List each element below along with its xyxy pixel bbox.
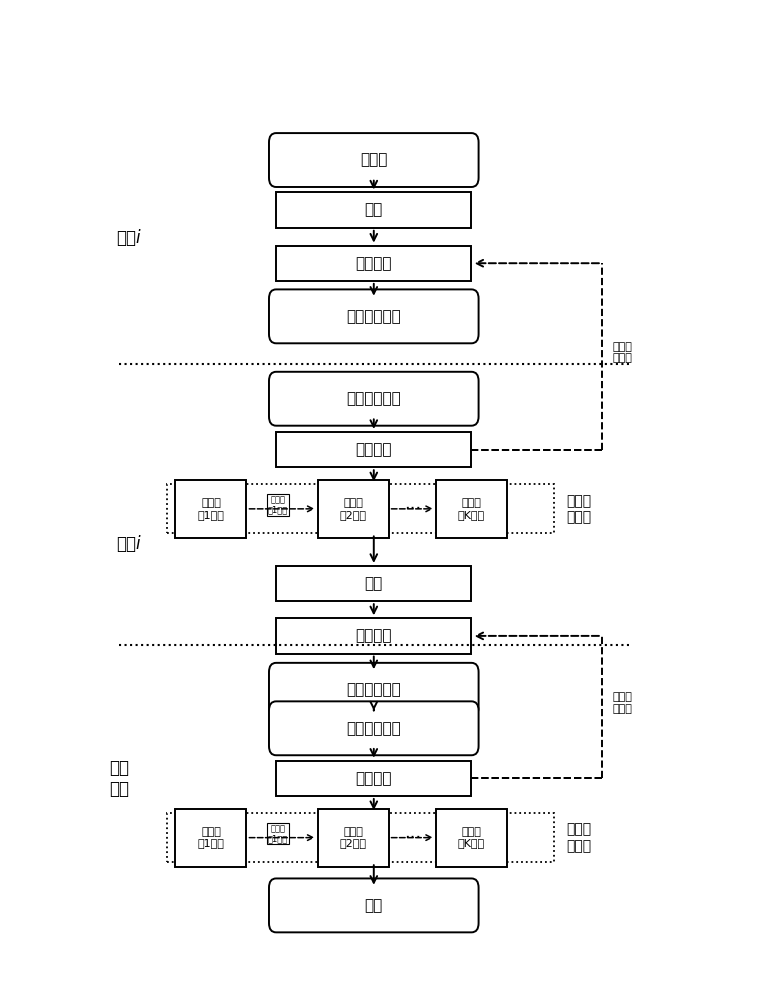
Text: 光学天线接收: 光学天线接收 [346,721,401,736]
Text: 射频天线接收: 射频天线接收 [346,391,401,406]
Bar [276,566,471,601]
Text: 解调用
户1信息: 解调用 户1信息 [198,498,225,520]
Text: ···: ··· [403,829,421,847]
FancyBboxPatch shape [269,372,478,426]
Text: 用户i: 用户i [116,229,141,247]
FancyBboxPatch shape [269,133,478,187]
Text: 解调用
户K信息: 解调用 户K信息 [458,827,485,848]
Text: 光学天线发送: 光学天线发送 [346,682,401,697]
Text: ···: ··· [403,500,421,518]
Text: 解调用
户K信息: 解调用 户K信息 [458,498,485,520]
Text: 调制: 调制 [364,576,383,591]
Bar [167,484,555,533]
FancyBboxPatch shape [269,663,478,717]
FancyBboxPatch shape [269,289,478,343]
FancyBboxPatch shape [269,878,478,932]
Bar [318,480,389,538]
Text: 功率控制: 功率控制 [355,256,392,271]
Text: 中继i: 中继i [116,535,141,553]
Text: 解调用
户2信息: 解调用 户2信息 [339,827,367,848]
Text: 重构用
户1信息: 重构用 户1信息 [267,824,288,843]
Text: 反馈信
道参数: 反馈信 道参数 [613,342,633,363]
Bar [276,192,471,228]
Text: 输出: 输出 [364,898,383,913]
Text: 调制: 调制 [364,203,383,218]
Text: 解调用
户1信息: 解调用 户1信息 [198,827,225,848]
Bar [436,480,507,538]
Bar [276,618,471,654]
Text: 反馈信
道参数: 反馈信 道参数 [613,692,633,714]
Text: 信号源: 信号源 [360,153,387,168]
Text: 重构用
户1信息: 重构用 户1信息 [267,495,288,515]
Text: 射频天线发送: 射频天线发送 [346,309,401,324]
Bar [436,809,507,867]
Text: 信道估计: 信道估计 [355,442,392,457]
FancyBboxPatch shape [269,701,478,755]
Bar [276,761,471,796]
Bar [318,809,389,867]
Text: 中心
节点: 中心 节点 [109,759,129,798]
Bar [176,480,247,538]
Text: 信道估计: 信道估计 [355,771,392,786]
Bar [276,246,471,281]
Text: 解调用
户2信息: 解调用 户2信息 [339,498,367,520]
Text: 串行干
扰消除: 串行干 扰消除 [566,823,591,853]
Text: 功率控制: 功率控制 [355,628,392,643]
Bar [276,432,471,467]
Bar [167,813,555,862]
Text: 串行干
扰消除: 串行干 扰消除 [566,494,591,524]
Bar [176,809,247,867]
